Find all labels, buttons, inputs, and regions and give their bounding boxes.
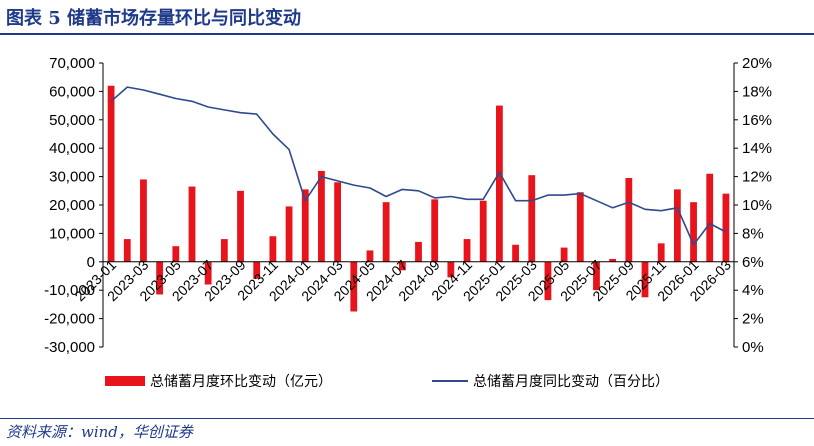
right-tick-label: 12% [742,169,772,186]
right-tick-label: 6% [742,254,764,271]
legend-bar-label: 总储蓄月度环比变动（亿元） [150,374,332,390]
bar [673,189,681,262]
bar [463,239,471,262]
bar [431,199,439,262]
right-axis: 20% 18% 16% 14% 12% 10% 8% 6% 4% 2% 0% [733,55,772,356]
bar [123,239,131,262]
line-series [110,86,727,246]
x-axis-ticks: 2023-012023-032023-052023-072023-092023-… [72,256,735,304]
right-tick-label: 18% [742,83,772,100]
left-tick-label: 60,000 [49,83,95,100]
legend-line-label: 总储蓄月度同比变动（百分比） [473,374,669,390]
left-tick-label: 50,000 [49,112,95,129]
bar [253,261,261,279]
bar [447,261,455,278]
bar [495,105,503,262]
bar [528,175,536,262]
title-bar: 图表 5 储蓄市场存量环比与同比变动 [0,0,814,34]
left-tick-label: 0 [87,254,95,271]
bar [156,261,164,295]
legend: 总储蓄月度环比变动（亿元） 总储蓄月度同比变动（百分比） [105,374,669,390]
combo-chart: 70,000 60,000 50,000 40,000 30,000 20,000 10,0… [44,55,772,390]
bar [512,244,519,262]
left-axis: 70,000 60,000 50,000 40,000 30,000 20,000 10,0… [44,55,104,356]
left-tick-label: 30,000 [49,169,95,186]
right-tick-label: 14% [742,140,772,157]
bar [657,243,665,262]
bar [479,200,487,262]
bar [593,261,600,291]
yoy-line [110,86,727,246]
bar [285,206,293,262]
bar [544,261,552,301]
left-tick-label: -20,000 [44,311,95,328]
bar-series [107,85,730,312]
bar [172,246,180,262]
left-tick-label: 20,000 [49,197,95,214]
bar [301,189,309,262]
figure-title: 图表 5 储蓄市场存量环比与同比变动 [6,8,302,29]
bar [560,247,568,262]
bar [641,261,649,298]
footer-rule [0,418,814,419]
bar [366,250,374,262]
bar [204,261,212,285]
left-tick-label: -30,000 [44,339,95,356]
bar [237,190,244,262]
bar [220,239,228,262]
bar [576,192,584,262]
left-tick-label: 40,000 [49,140,95,157]
right-tick-label: 10% [742,197,772,214]
bar [722,193,730,262]
bar [609,258,617,262]
bar [415,241,422,262]
bar [398,261,406,271]
bar [350,261,358,312]
right-tick-label: 0% [742,339,764,356]
bar [269,236,277,262]
right-tick-label: 8% [742,225,764,242]
bar [625,178,633,262]
left-tick-label: 10,000 [49,225,95,242]
right-tick-label: 4% [742,282,764,299]
bar [318,170,325,262]
bar [690,202,697,262]
source-note: 资料来源：wind，华创证券 [6,423,193,441]
left-tick-label: 70,000 [49,55,95,72]
bar [140,179,147,262]
bar [382,202,390,262]
bar [706,173,714,262]
right-tick-label: 20% [742,55,772,72]
bar [188,186,196,262]
bar [334,182,342,262]
title-rule [0,33,814,35]
right-tick-label: 16% [742,112,772,129]
right-tick-label: 2% [742,311,764,328]
bar [107,85,115,262]
legend-bar-swatch [105,376,145,386]
left-tick-label: -10,000 [44,282,95,299]
